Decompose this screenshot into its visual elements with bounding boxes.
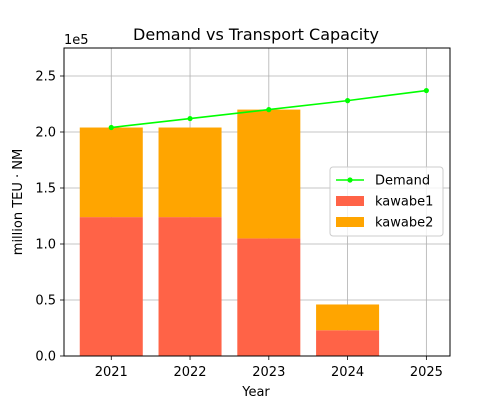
y-tick-label: 0.0 [35, 350, 56, 365]
legend-label: kawabe1 [375, 195, 433, 210]
point-demand [108, 124, 114, 131]
bar-kawabe2 [316, 304, 380, 331]
axis-ticks: 2021 2022 2023 2024 2025 0.0 0.5 1.0 1.5 2.0 2.5 [35, 70, 443, 381]
y-tick-label: 1.0 [35, 238, 56, 253]
bar-kawabe1 [237, 238, 301, 356]
legend-swatch-kawabe1 [336, 196, 364, 206]
plot-frame [63, 47, 451, 357]
bar-kawabe2 [79, 127, 143, 218]
point-demand [344, 98, 351, 104]
legend: Demand kawabe1 kawabe2 [329, 166, 444, 237]
legend-label: kawabe2 [375, 216, 433, 231]
bar-kawabe1 [79, 217, 143, 356]
y-axis-label: million TEU · NM [11, 149, 26, 255]
legend-marker-demand [347, 177, 353, 183]
bar-kawabe1 [316, 330, 380, 356]
x-tick-label: 2024 [331, 365, 364, 380]
chart-title: Demand vs Transport Capacity [133, 25, 379, 44]
point-demand [266, 107, 272, 113]
legend-swatch-kawabe2 [336, 217, 364, 227]
y-tick-label: 0.5 [35, 294, 56, 309]
point-demand [423, 87, 429, 94]
bar-kawabe2 [237, 109, 301, 239]
bar-kawabe1 [158, 217, 222, 356]
x-tick-label: 2025 [410, 365, 443, 380]
y-tick-label: 2.0 [35, 126, 56, 141]
line-series [108, 87, 429, 131]
y-axis-offset-label: 1e5 [64, 33, 89, 48]
y-tick-label: 1.5 [35, 182, 56, 197]
x-axis-label: Year [241, 385, 270, 400]
y-tick-label: 2.5 [35, 70, 56, 85]
x-tick-label: 2023 [252, 365, 285, 380]
legend-label: Demand [375, 174, 430, 189]
x-tick-label: 2022 [173, 365, 206, 380]
point-demand [187, 115, 193, 122]
x-tick-label: 2021 [95, 365, 128, 380]
bar-kawabe2 [158, 127, 222, 218]
bar-series [79, 109, 380, 356]
